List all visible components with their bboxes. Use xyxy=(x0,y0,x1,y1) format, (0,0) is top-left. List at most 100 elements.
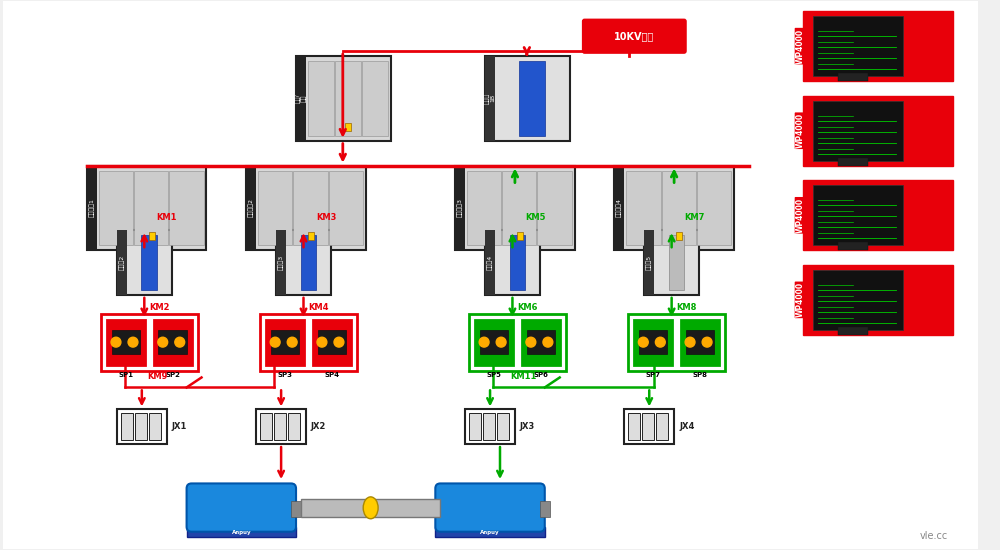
Bar xyxy=(99,170,133,245)
Bar xyxy=(345,123,351,131)
Bar xyxy=(107,320,145,365)
Bar xyxy=(497,413,509,440)
Text: 变压器5: 变压器5 xyxy=(646,255,652,270)
Text: JX1: JX1 xyxy=(172,422,187,431)
Bar xyxy=(813,16,903,76)
Text: KM2: KM2 xyxy=(149,303,169,312)
Text: SP4: SP4 xyxy=(324,371,339,377)
Circle shape xyxy=(317,337,327,347)
Circle shape xyxy=(175,337,185,347)
Bar xyxy=(260,413,272,440)
Text: WP4000: WP4000 xyxy=(795,29,804,64)
Bar xyxy=(540,500,550,517)
Bar xyxy=(634,320,672,365)
Bar xyxy=(335,61,361,136)
Bar xyxy=(485,56,495,141)
Text: 数字电源3: 数字电源3 xyxy=(457,199,463,217)
Text: 数字电源2: 数字电源2 xyxy=(248,199,254,217)
Text: 变压器3: 变压器3 xyxy=(278,255,284,270)
Bar xyxy=(639,330,667,354)
Bar xyxy=(154,320,192,365)
Bar xyxy=(293,170,328,245)
Bar xyxy=(697,170,731,245)
Text: Anpuy: Anpuy xyxy=(480,530,500,535)
Circle shape xyxy=(479,337,489,347)
Text: KM9: KM9 xyxy=(147,372,167,382)
Bar xyxy=(266,320,304,365)
Bar xyxy=(624,409,674,444)
Text: KM4: KM4 xyxy=(308,303,328,312)
Circle shape xyxy=(128,337,138,347)
Bar xyxy=(522,320,560,365)
Bar xyxy=(101,314,198,371)
Bar xyxy=(475,320,513,365)
Text: Anpuy: Anpuy xyxy=(232,530,251,535)
Bar xyxy=(642,413,654,440)
Bar xyxy=(169,170,204,245)
Circle shape xyxy=(655,337,665,347)
Bar xyxy=(467,170,501,245)
Bar xyxy=(628,314,725,371)
Bar xyxy=(329,170,363,245)
Bar xyxy=(502,170,536,245)
Bar xyxy=(676,232,682,240)
Text: SP8: SP8 xyxy=(692,371,707,377)
Bar xyxy=(117,409,167,444)
Text: 数字电源1: 数字电源1 xyxy=(89,199,95,217)
Text: SP3: SP3 xyxy=(278,371,293,377)
Bar xyxy=(485,230,495,295)
Bar xyxy=(803,12,953,81)
Bar xyxy=(134,170,168,245)
Bar xyxy=(455,166,465,250)
Bar xyxy=(813,101,903,161)
Bar xyxy=(117,230,127,295)
Text: KM1: KM1 xyxy=(157,213,177,222)
Bar xyxy=(149,413,161,440)
Text: KM3: KM3 xyxy=(316,213,336,222)
Circle shape xyxy=(111,337,121,347)
Bar xyxy=(246,166,256,250)
Text: JX4: JX4 xyxy=(679,422,694,431)
Bar xyxy=(519,61,545,136)
Text: SP2: SP2 xyxy=(165,371,180,377)
Bar xyxy=(813,270,903,329)
Bar xyxy=(838,73,868,81)
Text: JX2: JX2 xyxy=(311,422,326,431)
Bar xyxy=(246,166,366,250)
Bar xyxy=(644,230,699,295)
Bar xyxy=(614,166,734,250)
Text: JX3: JX3 xyxy=(520,422,535,431)
Bar xyxy=(87,166,206,250)
Bar xyxy=(483,413,495,440)
FancyBboxPatch shape xyxy=(583,19,686,53)
Bar xyxy=(669,235,684,290)
Bar xyxy=(308,232,314,240)
Circle shape xyxy=(496,337,506,347)
Bar xyxy=(480,330,508,354)
FancyBboxPatch shape xyxy=(187,483,296,532)
Bar xyxy=(121,413,133,440)
Bar xyxy=(435,527,545,537)
Text: WP4000: WP4000 xyxy=(795,282,804,317)
Bar xyxy=(614,166,624,250)
Bar xyxy=(187,527,296,537)
Bar xyxy=(260,314,357,371)
Text: WP4000: WP4000 xyxy=(795,113,804,148)
Bar xyxy=(301,499,440,517)
Text: SP6: SP6 xyxy=(533,371,548,377)
Circle shape xyxy=(287,337,297,347)
Text: KM11: KM11 xyxy=(510,372,536,382)
Text: SP7: SP7 xyxy=(646,371,661,377)
Bar xyxy=(112,330,140,354)
Bar xyxy=(485,230,540,295)
Bar xyxy=(258,170,292,245)
Bar xyxy=(838,158,868,166)
Circle shape xyxy=(702,337,712,347)
Text: SP1: SP1 xyxy=(118,371,133,377)
Circle shape xyxy=(543,337,553,347)
Bar xyxy=(803,265,953,335)
Bar xyxy=(644,230,654,295)
Bar xyxy=(662,170,696,245)
Text: WP4000: WP4000 xyxy=(795,198,804,233)
Bar xyxy=(813,185,903,245)
